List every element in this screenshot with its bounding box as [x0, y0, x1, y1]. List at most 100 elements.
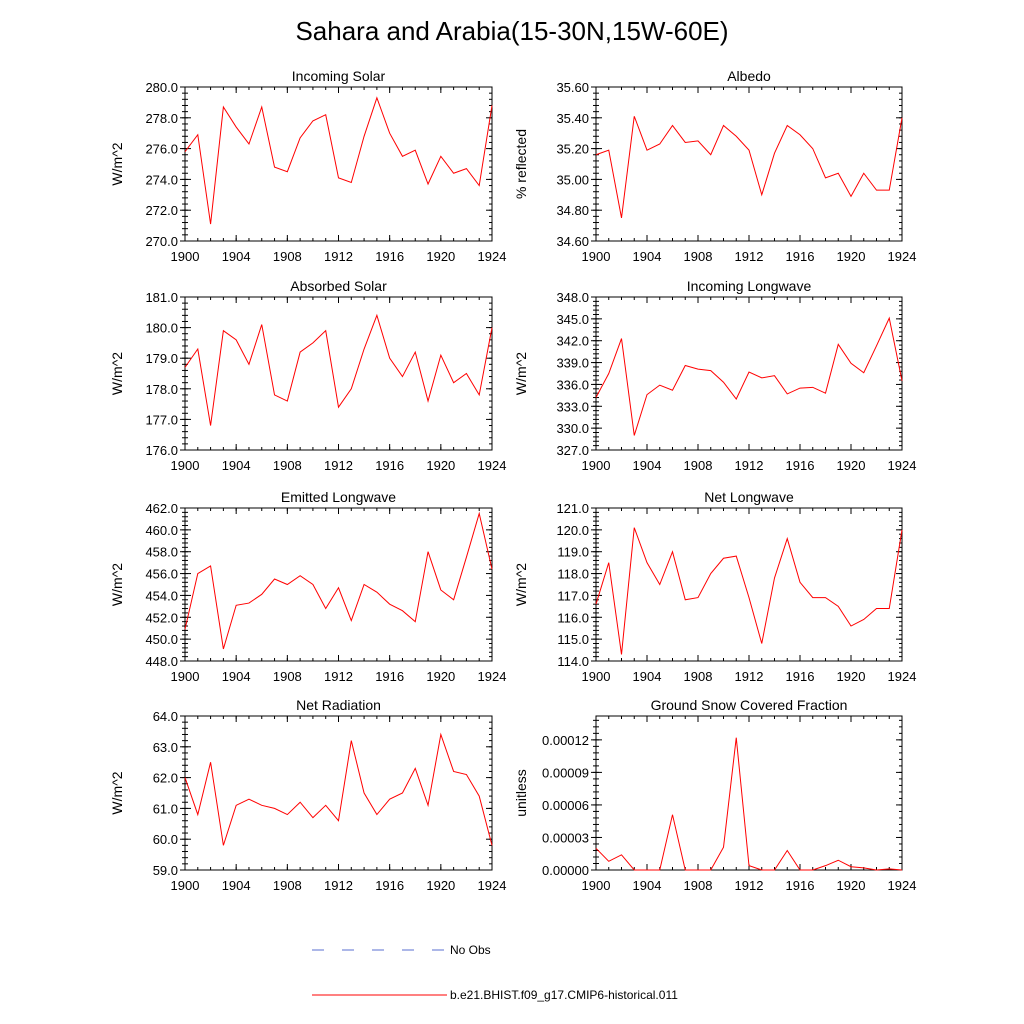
- x-tick-label: 1924: [888, 878, 917, 893]
- x-tick-label: 1916: [375, 458, 404, 473]
- y-tick-label: 35.20: [556, 142, 589, 157]
- panel-net-radiation: 1900 1904 1908 1912 1916 1920 1924 59.0 60.0 61.0…: [109, 697, 506, 893]
- x-tick-label: 1920: [426, 878, 455, 893]
- y-tick-label: 278.0: [145, 111, 178, 126]
- x-tick-label: 1908: [684, 458, 713, 473]
- y-tick-label: 274.0: [145, 172, 178, 187]
- legend-obs-label: No Obs: [450, 943, 491, 957]
- x-tick-label: 1912: [735, 878, 764, 893]
- panel-title: Absorbed Solar: [290, 278, 387, 294]
- legend: No Obs b.e21.BHIST.f09_g17.CMIP6-histori…: [312, 943, 678, 1002]
- y-tick-label: 117.0: [557, 588, 589, 603]
- x-tick-label: 1924: [478, 458, 507, 473]
- x-tick-label: 1920: [837, 669, 866, 684]
- x-tick-label: 1904: [222, 878, 251, 893]
- x-tick-label: 1924: [478, 878, 507, 893]
- y-axis-label: % reflected: [513, 129, 529, 199]
- y-tick-label: 272.0: [145, 203, 178, 218]
- x-tick-label: 1924: [478, 669, 507, 684]
- y-tick-label: 0.00012: [542, 733, 589, 748]
- series-line-absorbed-solar: [184, 313, 493, 426]
- x-tick-label: 1912: [735, 249, 764, 264]
- series-line-net-longwave: [595, 527, 903, 655]
- x-tick-label: 1920: [426, 249, 455, 264]
- y-tick-label: 0.00003: [542, 830, 589, 845]
- x-tick-label: 1912: [324, 669, 353, 684]
- y-tick-label: 177.0: [145, 412, 178, 427]
- y-tick-label: 59.0: [153, 863, 178, 878]
- y-tick-label: 115.0: [557, 632, 589, 647]
- x-tick-label: 1900: [582, 249, 611, 264]
- panel-title: Incoming Solar: [292, 68, 386, 84]
- y-tick-label: 333.0: [556, 399, 589, 414]
- x-tick-label: 1916: [786, 458, 815, 473]
- x-tick-label: 1920: [837, 458, 866, 473]
- x-tick-label: 1912: [735, 669, 764, 684]
- x-tick-label: 1920: [426, 669, 455, 684]
- y-tick-label: 34.80: [556, 203, 589, 218]
- x-tick-label: 1900: [582, 878, 611, 893]
- y-tick-label: 450.0: [145, 632, 178, 647]
- y-tick-label: 454.0: [145, 588, 178, 603]
- x-tick-label: 1908: [273, 878, 302, 893]
- y-tick-label: 63.0: [153, 740, 178, 755]
- x-tick-label: 1908: [684, 249, 713, 264]
- y-tick-label: 348.0: [556, 290, 589, 305]
- x-tick-label: 1904: [222, 458, 251, 473]
- x-tick-label: 1916: [375, 669, 404, 684]
- y-axis-label: W/m^2: [109, 352, 125, 395]
- x-tick-label: 1908: [684, 878, 713, 893]
- panel-title: Albedo: [727, 68, 771, 84]
- y-tick-label: 181.0: [145, 290, 178, 305]
- panel-title: Net Longwave: [704, 489, 794, 505]
- y-tick-label: 0.00000: [542, 863, 589, 878]
- x-tick-label: 1900: [171, 878, 200, 893]
- plot-frame: [184, 296, 493, 451]
- x-tick-label: 1924: [888, 669, 917, 684]
- x-tick-label: 1908: [684, 669, 713, 684]
- panels: 1900 1904 1908 1912 1916 1920 1924 270.0 272.0 27…: [109, 68, 916, 893]
- panel-title: Ground Snow Covered Fraction: [651, 697, 848, 713]
- x-tick-label: 1916: [786, 249, 815, 264]
- y-tick-label: 345.0: [556, 312, 589, 327]
- panel-title: Emitted Longwave: [281, 489, 396, 505]
- series-line-incoming-solar: [184, 96, 493, 225]
- x-tick-label: 1904: [222, 249, 251, 264]
- x-tick-label: 1900: [582, 458, 611, 473]
- x-tick-label: 1900: [171, 249, 200, 264]
- panel-albedo: 1900 1904 1908 1912 1916 1920 1924 34.60 34.80 35…: [513, 68, 916, 264]
- x-tick-label: 1920: [837, 878, 866, 893]
- y-tick-label: 114.0: [557, 654, 589, 669]
- y-tick-label: 330.0: [556, 421, 589, 436]
- plot-frame: [184, 507, 493, 662]
- y-tick-label: 60.0: [153, 832, 178, 847]
- y-axis-label: W/m^2: [109, 771, 125, 814]
- y-tick-label: 336.0: [556, 377, 589, 392]
- x-tick-label: 1924: [888, 249, 917, 264]
- y-axis-label: unitless: [513, 769, 529, 816]
- y-tick-label: 452.0: [145, 610, 178, 625]
- y-tick-label: 120.0: [556, 523, 589, 538]
- series-line-ground-snow-covered-fraction: [595, 737, 903, 871]
- series-line-incoming-longwave: [595, 316, 903, 436]
- y-tick-label: 0.00006: [542, 798, 589, 813]
- y-tick-label: 116.0: [557, 610, 589, 625]
- x-tick-label: 1912: [324, 249, 353, 264]
- x-tick-label: 1916: [375, 878, 404, 893]
- panel-ground-snow-covered-fraction: 1900 1904 1908 1912 1916 1920 1924 0.00000 0.000…: [513, 697, 916, 893]
- panel-net-longwave: 1900 1904 1908 1912 1916 1920 1924 114.0 115.0 11…: [513, 489, 916, 684]
- x-tick-label: 1916: [786, 878, 815, 893]
- plot-frame: [595, 296, 903, 451]
- y-axis-label: W/m^2: [109, 142, 125, 185]
- panel-incoming-solar: 1900 1904 1908 1912 1916 1920 1924 270.0 272.0 27…: [109, 68, 506, 264]
- series-line-emitted-longwave: [184, 511, 493, 650]
- x-tick-label: 1920: [837, 249, 866, 264]
- plot-frame: [184, 715, 493, 871]
- x-tick-label: 1912: [735, 458, 764, 473]
- panel-emitted-longwave: 1900 1904 1908 1912 1916 1920 1924 448.0 450.0 45…: [109, 489, 506, 684]
- y-tick-label: 35.00: [556, 172, 589, 187]
- x-tick-label: 1924: [888, 458, 917, 473]
- y-tick-label: 121.0: [556, 501, 589, 516]
- panel-title: Incoming Longwave: [687, 278, 812, 294]
- x-tick-label: 1924: [478, 249, 507, 264]
